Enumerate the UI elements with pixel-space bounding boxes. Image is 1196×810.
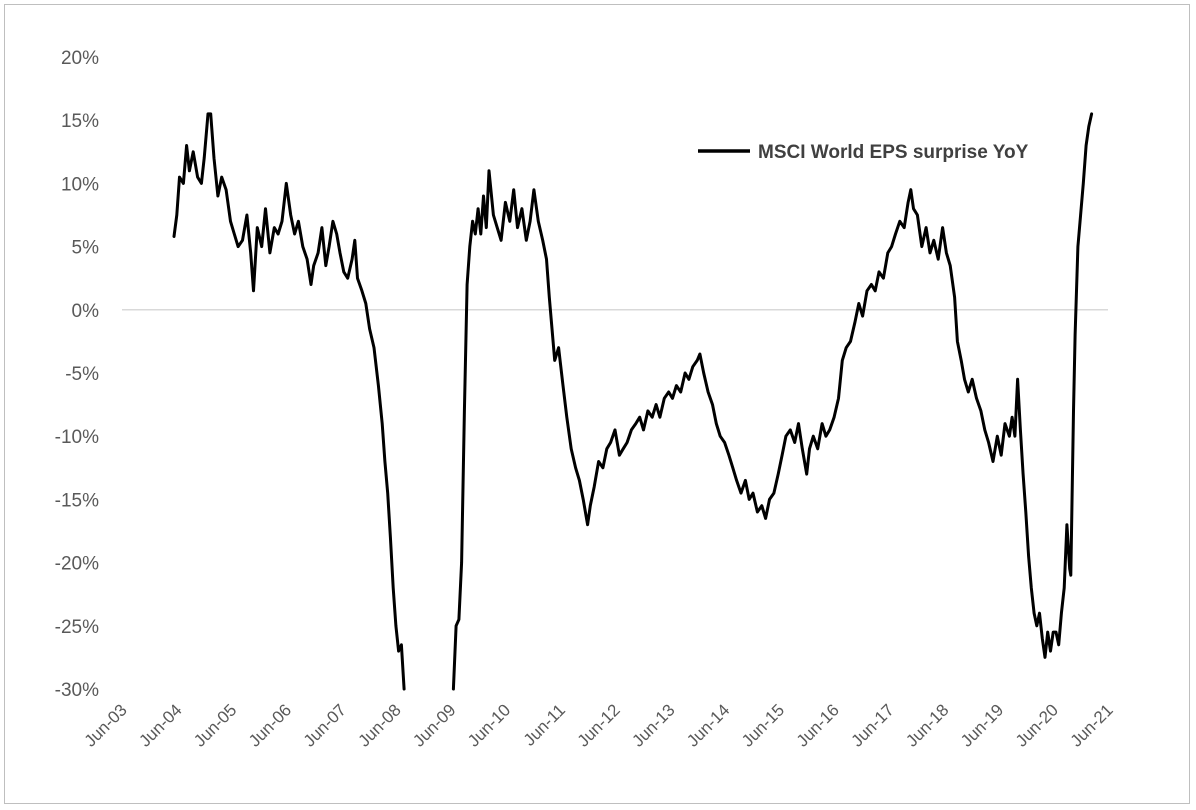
x-tick-label-jun-17: Jun-17 xyxy=(848,700,898,750)
x-tick-label-jun-18: Jun-18 xyxy=(902,700,952,750)
y-tick-label-20: 20% xyxy=(61,48,99,69)
x-tick-label-jun-11: Jun-11 xyxy=(520,700,569,749)
x-tick-label-jun-14: Jun-14 xyxy=(683,700,733,750)
y-tick-label-25: -25% xyxy=(55,617,99,638)
x-tick-label-jun-07: Jun-07 xyxy=(300,700,350,750)
y-tick-label-10: -10% xyxy=(55,427,99,448)
y-tick-label-10: 10% xyxy=(61,174,99,195)
y-tick-label-0: 0% xyxy=(72,301,100,322)
x-tick-label-jun-06: Jun-06 xyxy=(245,700,295,750)
x-tick-label-jun-20: Jun-20 xyxy=(1012,700,1062,750)
x-tick-label-jun-04: Jun-04 xyxy=(135,700,185,750)
legend: MSCI World EPS surprise YoY xyxy=(698,142,1029,163)
y-tick-label-5: 5% xyxy=(72,238,100,259)
y-tick-label-5: -5% xyxy=(65,364,99,385)
x-tick-label-jun-09: Jun-09 xyxy=(409,700,459,750)
x-tick-label-jun-12: Jun-12 xyxy=(574,700,624,750)
x-tick-label-jun-03: Jun-03 xyxy=(81,700,131,750)
series-line-msci-world-eps-surprise-yoy xyxy=(172,112,1094,691)
x-tick-label-jun-08: Jun-08 xyxy=(355,700,405,750)
x-tick-label-jun-21: Jun-21 xyxy=(1067,700,1117,750)
x-tick-label-jun-05: Jun-05 xyxy=(190,700,240,750)
legend-label-msci-world-eps-surprise: MSCI World EPS surprise YoY xyxy=(758,142,1029,163)
x-tick-label-jun-16: Jun-16 xyxy=(793,700,843,750)
y-tick-label-15: 15% xyxy=(61,111,99,132)
y-tick-label-15: -15% xyxy=(55,490,99,511)
y-tick-label-20: -20% xyxy=(55,554,99,575)
x-tick-label-jun-13: Jun-13 xyxy=(628,700,678,750)
x-tick-label-jun-10: Jun-10 xyxy=(464,700,514,750)
chart-frame xyxy=(4,4,1190,804)
x-tick-label-jun-19: Jun-19 xyxy=(957,700,1007,750)
y-tick-label-30: -30% xyxy=(55,680,99,701)
x-tick-label-jun-15: Jun-15 xyxy=(738,700,788,750)
